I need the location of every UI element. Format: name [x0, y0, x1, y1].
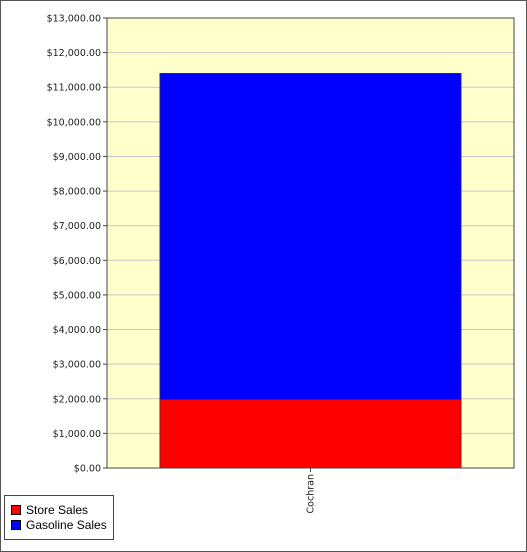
y-tick-label: $7,000.00 [53, 221, 101, 232]
legend-label-store-sales: Store Sales [26, 502, 89, 517]
legend-swatch-store-sales [11, 504, 21, 515]
y-tick-label: $0.00 [74, 464, 101, 475]
y-tick-label: $2,000.00 [53, 394, 101, 405]
y-tick-label: $12,000.00 [47, 48, 101, 59]
y-axis: $0.00 $1,000.00 $2,000.00 $3,000.00 $4,000.0… [47, 14, 107, 475]
bar-store-sales [159, 399, 462, 469]
legend-swatch-gasoline-sales [11, 519, 21, 530]
legend-item-store-sales: Store Sales [11, 502, 107, 517]
y-tick-label: $10,000.00 [47, 117, 101, 128]
plot-border [106, 17, 515, 469]
legend-label-gasoline-sales: Gasoline Sales [26, 517, 107, 532]
bar-gasoline-sales [159, 72, 462, 400]
x-tick-label: Cochran [306, 474, 317, 513]
y-tick-label: $4,000.00 [53, 325, 101, 336]
y-tick-label: $3,000.00 [53, 360, 101, 371]
y-tick-label: $8,000.00 [53, 187, 101, 198]
bars [159, 72, 462, 469]
y-tick-label: $5,000.00 [53, 290, 101, 301]
x-axis: Cochran [106, 17, 515, 513]
legend: Store Sales Gasoline Sales [4, 495, 114, 540]
y-tick-label: $13,000.00 [47, 14, 101, 25]
y-tick-label: $1,000.00 [53, 429, 101, 440]
y-tick-label: $11,000.00 [47, 83, 101, 94]
legend-item-gasoline-sales: Gasoline Sales [11, 517, 107, 532]
y-tick-label: $6,000.00 [53, 256, 101, 267]
y-tick-label: $9,000.00 [53, 152, 101, 163]
